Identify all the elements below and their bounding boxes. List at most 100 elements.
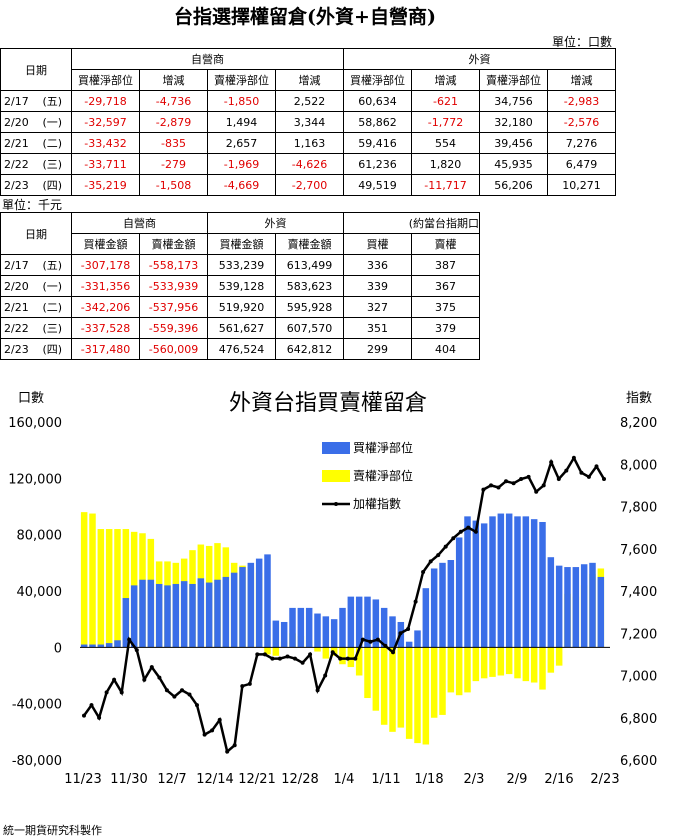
call-bar: [180, 581, 188, 648]
index-point: [556, 477, 561, 481]
table-cell: -2,700: [275, 174, 344, 196]
table-cell: 339: [343, 275, 412, 297]
table-row: 2/22 (三) -33,711 -279 -1,969 -4,626 61,236 1,82…: [0, 153, 616, 175]
call-bar: [414, 630, 421, 648]
call-bar: [314, 613, 321, 648]
row-weekday: (四): [33, 338, 72, 360]
index-point: [112, 677, 117, 682]
call-bar: [372, 599, 380, 648]
put-bar: [264, 647, 271, 655]
index-point: [571, 455, 576, 460]
put-bar: [89, 513, 96, 648]
legend: 買權淨部位 賣權淨部位 加權指數: [322, 440, 413, 511]
call-bar: [597, 576, 605, 648]
index-point: [489, 483, 493, 488]
index-point: [97, 715, 102, 720]
call-bar: [97, 644, 105, 648]
call-bar: [539, 521, 546, 648]
put-bar: [464, 647, 471, 693]
table-cell: -621: [411, 90, 480, 112]
put-bar: [555, 647, 563, 666]
table-cell: 533,239: [207, 254, 276, 276]
put-bar: [397, 647, 405, 728]
row-weekday: (四): [33, 174, 72, 196]
table-cell: 379: [410, 317, 481, 339]
chart-title: 外資台指買賣權留倉: [229, 391, 427, 416]
index-point: [134, 648, 139, 653]
table-cell: 299: [343, 338, 412, 360]
table-cell: 367: [410, 275, 481, 297]
index-point: [391, 650, 395, 655]
x-tick-label: 1/18: [414, 772, 443, 787]
index-point: [406, 627, 411, 631]
table-row: 2/23 (四) -317,480 -560,009 476,524 642,812 299…: [0, 338, 481, 360]
table-cell: -11,717: [411, 174, 480, 196]
index-point: [262, 652, 267, 657]
index-point: [534, 489, 539, 494]
table-cell: 6,479: [547, 153, 616, 175]
table-cell: 7,276: [547, 132, 616, 154]
row-weekday: (二): [33, 132, 72, 154]
table-cell: 539,128: [207, 275, 276, 297]
table-cell: 34,756: [479, 90, 548, 112]
legend-swatch-put: [322, 470, 350, 482]
table-row: 2/17 (五) -307,178 -558,173 533,239 613,499 336…: [0, 254, 481, 276]
call-bar: [530, 519, 538, 648]
call-bar: [347, 596, 355, 648]
put-bar: [347, 647, 355, 668]
x-tick-label: 12/14: [196, 772, 233, 787]
x-tick-label: 11/23: [64, 772, 101, 787]
table-cell: -33,432: [71, 132, 140, 154]
table-cell: 607,570: [275, 317, 344, 339]
call-bar: [497, 513, 505, 648]
table-cell: 327: [343, 296, 412, 318]
call-bar: [230, 572, 238, 648]
table-cell: 58,862: [343, 111, 412, 133]
index-point: [398, 631, 403, 636]
index-point: [104, 690, 109, 695]
row-date: 2/22: [0, 317, 34, 339]
index-point: [458, 529, 463, 534]
y-tick-label: 40,000: [17, 585, 63, 600]
table-cell: -1,850: [207, 90, 276, 112]
x-tick-label: 1/4: [334, 772, 355, 787]
table-cell: 613,499: [275, 254, 344, 276]
table-cell: 45,935: [479, 153, 548, 175]
index-point: [210, 728, 215, 733]
table-cell: 10,271: [547, 174, 616, 196]
table-cell: 59,416: [343, 132, 412, 154]
call-bar: [164, 585, 171, 648]
index-point: [119, 690, 124, 695]
y2-tick-label: 8,000: [620, 458, 657, 473]
put-bar: [97, 529, 105, 648]
call-bar: [122, 598, 130, 648]
table-cell: 56,206: [479, 174, 548, 196]
column-header: 買權淨部位: [343, 69, 412, 91]
column-header: 買權金額: [207, 233, 276, 255]
table-cell: -337,528: [71, 317, 140, 339]
table-cell: 1,820: [411, 153, 480, 175]
table-cell: 595,928: [275, 296, 344, 318]
table-row: 2/21 (二) -342,206 -537,956 519,920 595,928 327…: [0, 296, 481, 318]
put-bar: [122, 529, 130, 648]
call-bar: [322, 616, 330, 648]
column-header: 賣權金額: [139, 233, 208, 255]
call-bar: [139, 579, 146, 648]
table-cell: 642,812: [275, 338, 344, 360]
table-cell: 2,522: [275, 90, 344, 112]
row-weekday: (五): [33, 254, 72, 276]
call-bar: [205, 582, 213, 648]
column-header: 賣權淨部位: [207, 69, 276, 91]
index-point: [466, 525, 471, 530]
table-cell: 404: [410, 338, 481, 360]
table-cell: -2,983: [547, 90, 616, 112]
call-bar: [422, 588, 430, 648]
x-tick-label: 1/11: [371, 772, 400, 787]
table-cell: -32,597: [71, 111, 140, 133]
y-tick-label: -40,000: [12, 698, 62, 713]
index-point: [338, 656, 343, 661]
call-bar: [255, 558, 263, 648]
index-point: [180, 688, 184, 693]
index-point: [383, 643, 388, 648]
column-header: 賣權淨部位: [479, 69, 548, 91]
